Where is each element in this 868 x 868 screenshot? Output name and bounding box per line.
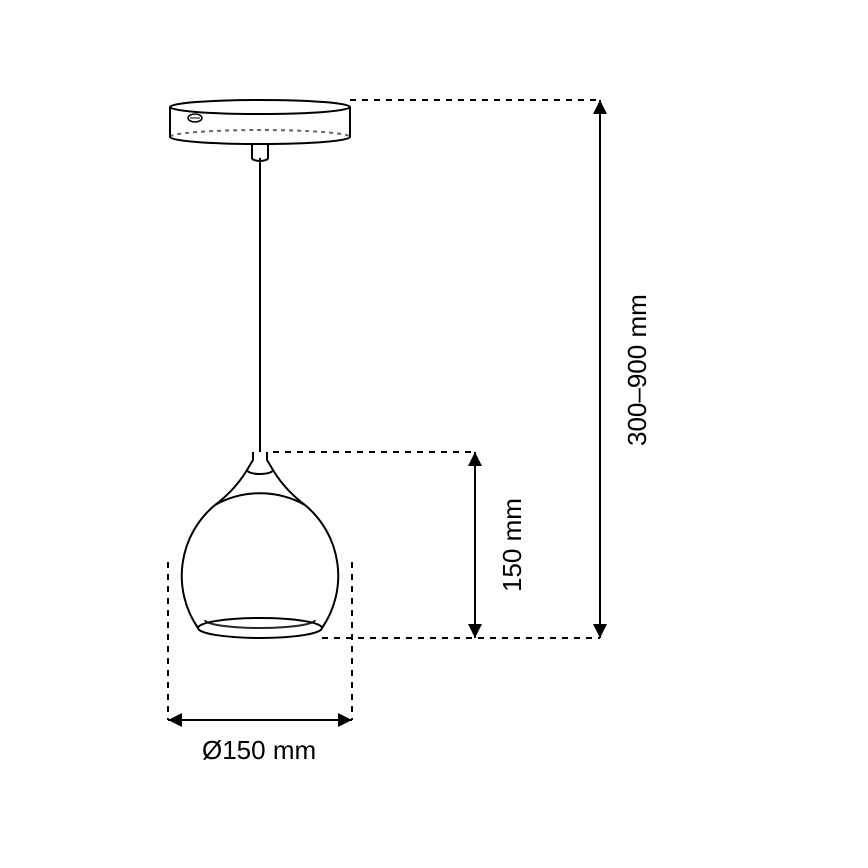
diagram-canvas: 300–900 mm 150 mm Ø150 mm — [0, 0, 868, 868]
shade — [182, 452, 338, 638]
dim-shade-height — [273, 452, 482, 638]
label-diameter: Ø150 mm — [202, 735, 316, 766]
canopy — [170, 100, 350, 161]
label-shade-height: 150 mm — [497, 495, 528, 595]
dim-diameter — [168, 562, 352, 727]
dim-total-height — [322, 100, 607, 638]
diagram-svg — [0, 0, 868, 868]
label-total-height: 300–900 mm — [622, 280, 653, 460]
